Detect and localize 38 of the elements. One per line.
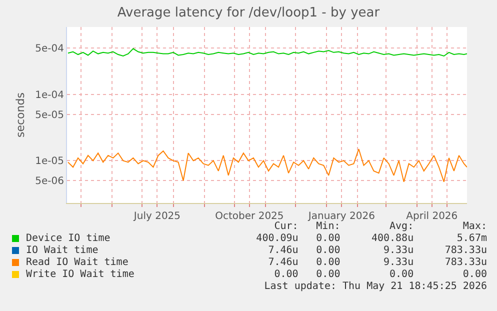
text: 400.88u bbox=[370, 233, 414, 245]
text: Last update: Thu May 21 18:45:25 2026 bbox=[263, 281, 487, 293]
text: 5.67m bbox=[456, 233, 487, 245]
x-tick-label: July 2025 bbox=[132, 211, 181, 222]
y-tick-label: 1e-05 bbox=[35, 156, 64, 168]
line-series bbox=[68, 48, 467, 56]
line-series bbox=[68, 148, 467, 182]
text: 400.09u bbox=[255, 233, 298, 245]
legend-label: Write IO Wait time bbox=[26, 269, 134, 280]
text: 0.00 bbox=[315, 257, 340, 269]
text: 0.00 bbox=[315, 245, 340, 257]
text: 9.33u bbox=[382, 245, 414, 257]
y-tick-label: 1e-04 bbox=[35, 90, 64, 101]
text: Cur: bbox=[273, 221, 298, 233]
legend-label: Device IO time bbox=[26, 233, 110, 244]
text: 0.00 bbox=[315, 269, 340, 281]
text: 7.46u bbox=[267, 245, 298, 257]
text: 0.00 bbox=[315, 233, 340, 245]
x-tick-label: April 2026 bbox=[406, 211, 458, 222]
text: 783.33u bbox=[444, 245, 487, 257]
text: Avg: bbox=[388, 221, 414, 233]
y-tick-label: 5e-05 bbox=[35, 110, 64, 121]
x-tick-label: January 2026 bbox=[307, 211, 375, 222]
text: 0.00 bbox=[273, 269, 298, 281]
legend-label: IO Wait time bbox=[26, 245, 98, 256]
y-tick-label: 5e-04 bbox=[35, 44, 64, 55]
text: Min: bbox=[316, 221, 340, 233]
text: Max: bbox=[462, 221, 487, 233]
x-tick-label: October 2025 bbox=[215, 211, 284, 222]
text: 9.33u bbox=[382, 257, 414, 269]
y-axis-title: seconds bbox=[14, 92, 27, 138]
text: 7.46u bbox=[267, 257, 298, 269]
text: 0.00 bbox=[388, 269, 414, 281]
legend-label: Read IO Wait time bbox=[26, 257, 128, 268]
text: 783.33u bbox=[444, 257, 487, 269]
text: 0.00 bbox=[462, 269, 487, 281]
chart-title: Average latency for /dev/loop1 - by year bbox=[117, 5, 380, 20]
y-tick-label: 5e-06 bbox=[35, 176, 64, 188]
